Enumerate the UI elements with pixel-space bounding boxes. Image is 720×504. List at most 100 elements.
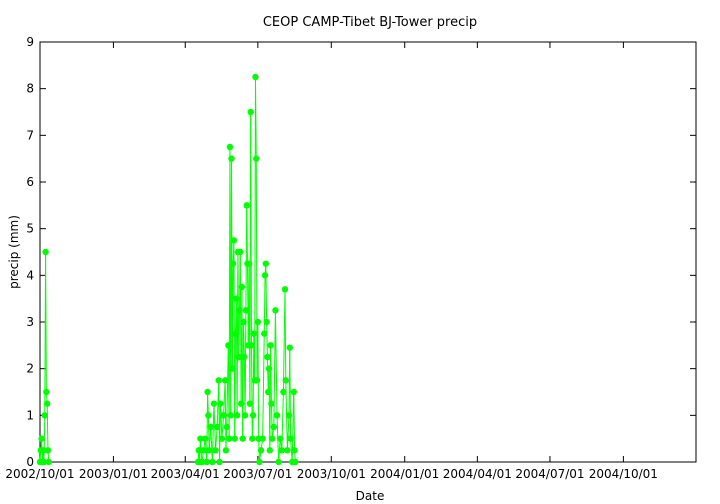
data-point: [285, 412, 293, 419]
data-point: [38, 435, 45, 442]
data-point: [252, 73, 259, 81]
series-line-segment: [46, 403, 49, 451]
data-point: [246, 400, 254, 407]
data-point: [231, 435, 238, 442]
data-point: [42, 248, 49, 256]
data-point: [41, 412, 48, 419]
data-point: [257, 447, 265, 454]
data-point: [205, 447, 213, 454]
series-line-segment: [221, 415, 225, 439]
data-point: [233, 412, 241, 419]
data-point: [43, 388, 50, 396]
data-point: [240, 318, 247, 326]
data-point: [262, 260, 270, 267]
y-tick-label: 3: [26, 315, 34, 329]
series-line-segment: [231, 263, 234, 369]
data-point: [220, 412, 227, 419]
data-point: [218, 435, 226, 442]
data-point: [269, 435, 276, 442]
y-tick-label: 7: [26, 128, 34, 142]
data-point: [249, 412, 257, 419]
x-tick-label: 2003/04/01: [151, 467, 220, 481]
series-line-segment: [281, 391, 284, 451]
data-point: [245, 260, 253, 267]
data-point: [250, 330, 258, 337]
data-point: [239, 435, 246, 442]
x-axis-ticks: 2002/10/01 2003/01/01 2003/04/01 2003/07/01…: [5, 42, 658, 481]
data-point: [216, 458, 223, 466]
data-point: [236, 307, 243, 314]
series-line-segment: [255, 158, 258, 381]
data-point: [205, 412, 212, 419]
data-point: [241, 412, 249, 419]
y-tick-label: 6: [26, 175, 34, 189]
data-point: [253, 155, 260, 162]
data-point: [235, 353, 242, 361]
data-point: [242, 307, 250, 314]
data-point: [200, 447, 207, 454]
data-point: [287, 435, 294, 442]
series-line-segment: [286, 415, 290, 451]
series-line-segment: [284, 289, 287, 381]
series-line-segment: [219, 403, 223, 439]
data-point: [198, 458, 206, 466]
data-point: [222, 447, 230, 454]
data-point: [40, 458, 48, 466]
data-point: [241, 353, 248, 361]
y-tick-label: 2: [26, 362, 34, 376]
data-point: [45, 458, 52, 466]
y-tick-label: 0: [26, 455, 34, 469]
x-tick-label: 2003/07/01: [223, 467, 292, 481]
data-point: [254, 318, 262, 326]
data-point: [280, 388, 287, 396]
data-point: [233, 295, 240, 302]
chart-title: CEOP CAMP-Tibet BJ-Tower precip: [263, 15, 477, 30]
x-tick-label: 2004/10/01: [589, 467, 658, 481]
y-tick-label: 9: [26, 35, 34, 49]
data-point: [249, 435, 256, 442]
data-point: [204, 388, 211, 396]
data-point: [229, 365, 236, 372]
data-point: [286, 344, 293, 351]
data-point: [221, 377, 229, 384]
data-point: [227, 412, 234, 419]
series-line-segment: [243, 321, 245, 358]
y-tick-label: 8: [26, 82, 34, 96]
data-point: [39, 447, 47, 454]
data-point: [225, 342, 232, 349]
data-point: [256, 458, 263, 466]
series-line-segment: [215, 426, 218, 451]
data-point: [43, 400, 51, 407]
data-point: [248, 342, 255, 349]
y-tick-label: 5: [26, 222, 34, 236]
series-line-segment: [254, 76, 256, 381]
data-point: [243, 202, 250, 209]
data-point: [237, 248, 244, 256]
x-tick-label: 2002/10/01: [5, 467, 74, 481]
series-line-segment: [262, 333, 265, 439]
series-line-segment: [242, 321, 245, 439]
data-point: [259, 435, 266, 442]
series-line-segment: [219, 403, 221, 463]
data-point: [210, 400, 218, 407]
data-point: [290, 388, 297, 396]
data-point: [264, 353, 271, 361]
data-point: [207, 423, 214, 431]
data-point: [275, 458, 282, 466]
data-point: [223, 423, 230, 431]
series-line-segment: [263, 275, 266, 334]
data-point: [291, 447, 298, 454]
y-tick-label: 1: [26, 408, 34, 422]
data-point: [232, 330, 239, 337]
x-tick-label: 2004/07/01: [515, 467, 584, 481]
data-point: [238, 283, 246, 291]
series-line-segment: [289, 347, 292, 439]
series-line-segment: [250, 111, 252, 346]
data-point: [226, 143, 234, 151]
x-tick-label: 2004/04/01: [443, 467, 512, 481]
data-point: [197, 435, 204, 442]
series-line-segment: [211, 403, 215, 463]
data-point: [261, 330, 268, 337]
series-line-segment: [293, 391, 296, 451]
x-tick-label: 2004/01/01: [370, 467, 439, 481]
